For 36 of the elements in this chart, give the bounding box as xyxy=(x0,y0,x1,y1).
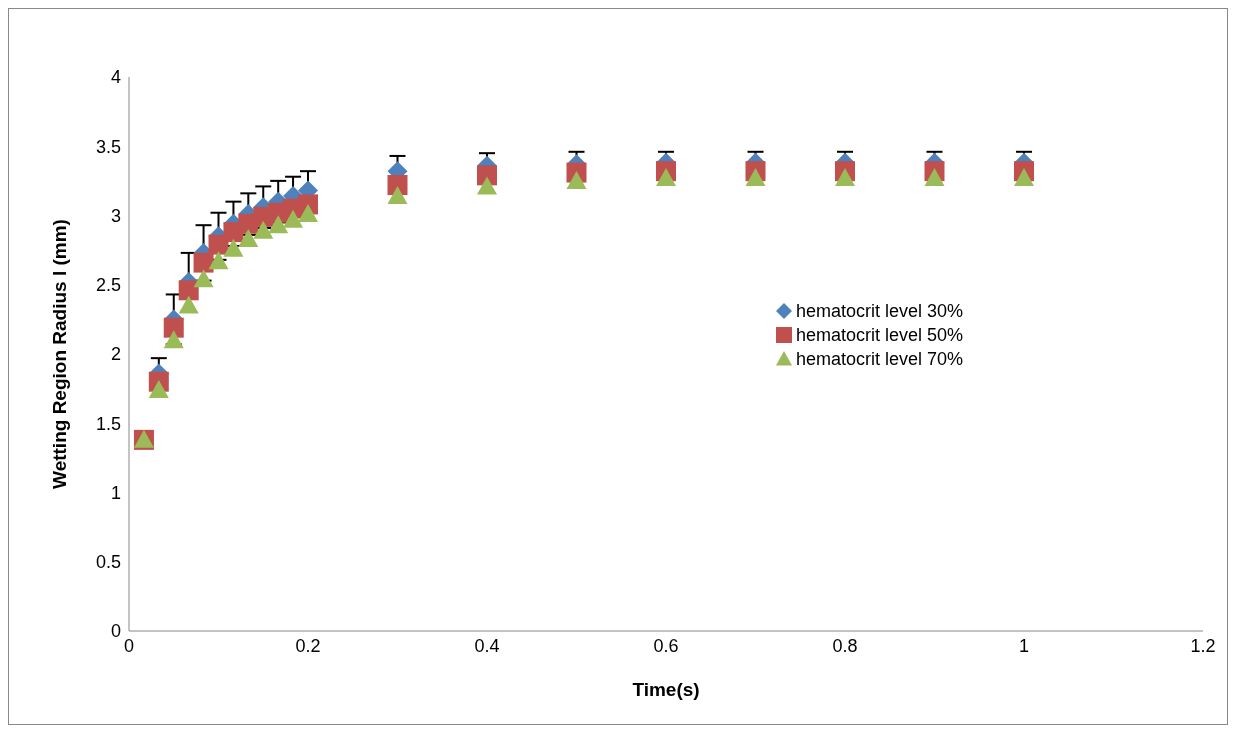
x-axis-title: Time(s) xyxy=(632,679,700,700)
point xyxy=(253,220,274,239)
y-tick-label: 2 xyxy=(110,344,121,365)
y-tick-label: 0 xyxy=(110,621,121,642)
x-tick-label: 0.8 xyxy=(832,635,858,656)
y-tick-label: 3.5 xyxy=(95,136,121,157)
y-tick-label: 3 xyxy=(110,205,121,226)
y-axis-title: Wetting Region Radius l (mm) xyxy=(48,219,70,489)
x-tick-label: 1.2 xyxy=(1190,635,1216,656)
y-tick-label: 0.5 xyxy=(95,552,121,573)
y-tick-label: 1.5 xyxy=(95,413,121,434)
legend-label: hematocrit level 50% xyxy=(796,324,964,346)
point xyxy=(163,330,184,349)
x-tick-label: 0.4 xyxy=(474,635,500,656)
point xyxy=(223,238,244,257)
point xyxy=(208,251,229,270)
y-tick-label: 1 xyxy=(110,482,121,503)
point xyxy=(387,186,408,205)
x-tick-label: 1 xyxy=(1018,635,1030,656)
legend-label: hematocrit level 70% xyxy=(796,348,964,370)
point xyxy=(193,269,214,288)
point xyxy=(163,317,184,338)
legend-label: hematocrit level 30% xyxy=(796,300,964,322)
x-tick-label: 0.6 xyxy=(653,635,679,656)
x-tick-label: 0.2 xyxy=(295,635,321,656)
point xyxy=(283,209,304,228)
y-tick-label: 4 xyxy=(110,67,121,88)
point xyxy=(298,204,318,223)
point xyxy=(477,176,497,195)
x-tick-label: 0 xyxy=(123,635,135,656)
point xyxy=(148,380,169,399)
point xyxy=(178,280,199,301)
point xyxy=(238,229,259,248)
y-tick-label: 2.5 xyxy=(95,275,121,296)
point xyxy=(268,215,289,234)
point xyxy=(178,295,199,314)
